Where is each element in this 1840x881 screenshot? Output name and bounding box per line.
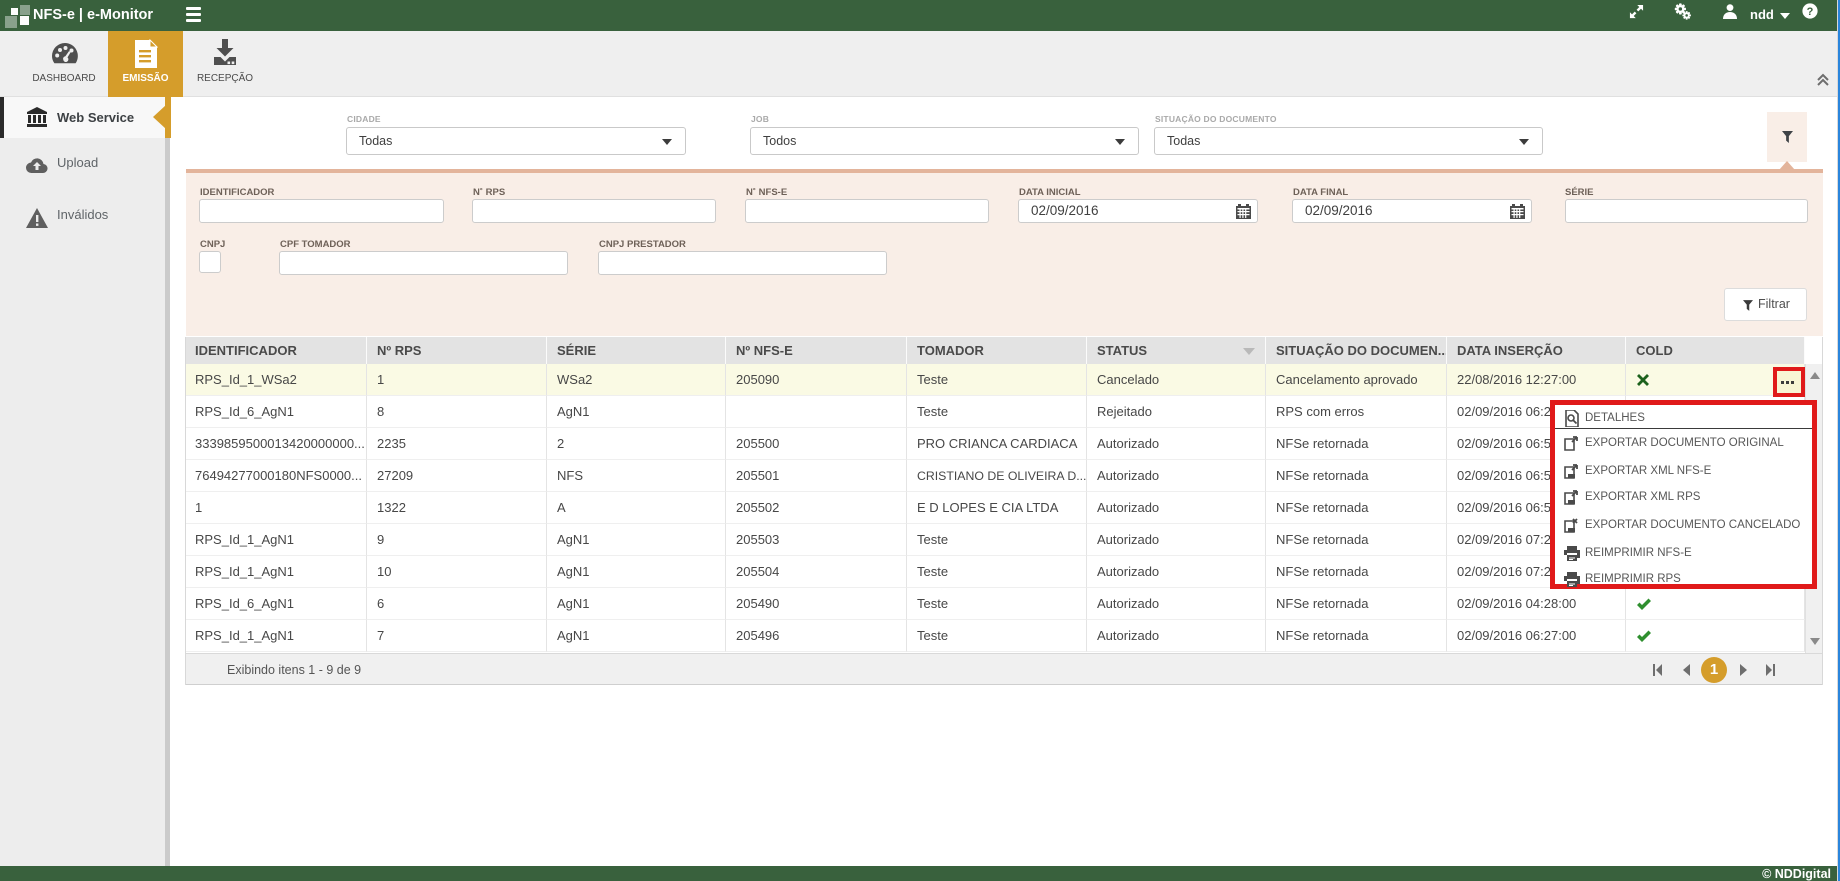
- svg-text:?: ?: [1807, 6, 1814, 18]
